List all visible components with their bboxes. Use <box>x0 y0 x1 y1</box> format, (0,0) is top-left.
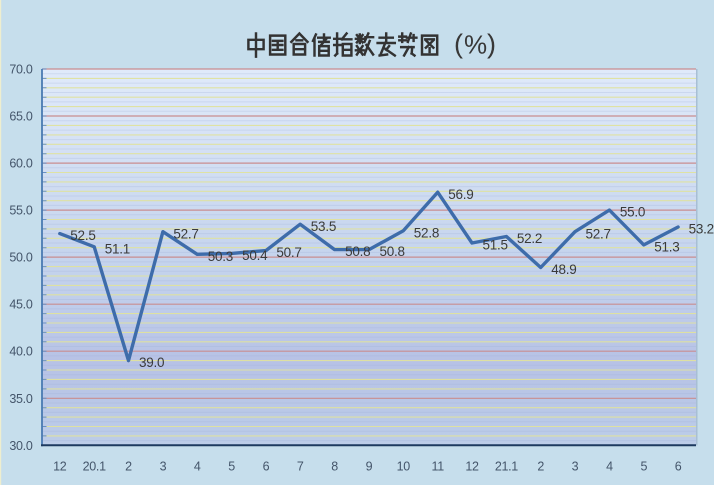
svg-text:7: 7 <box>297 460 304 474</box>
svg-text:3: 3 <box>572 460 579 474</box>
svg-text:35.0: 35.0 <box>9 392 32 406</box>
svg-text:53.5: 53.5 <box>311 219 336 234</box>
svg-text:2: 2 <box>125 460 132 474</box>
svg-text:30.0: 30.0 <box>9 439 32 453</box>
svg-text:51.5: 51.5 <box>483 238 508 253</box>
svg-text:5: 5 <box>228 460 235 474</box>
svg-text:52.7: 52.7 <box>586 226 611 241</box>
svg-text:50.7: 50.7 <box>276 245 301 260</box>
svg-text:%: % <box>464 30 487 60</box>
svg-text:6: 6 <box>263 460 270 474</box>
svg-text:3: 3 <box>160 460 167 474</box>
svg-text:45.0: 45.0 <box>9 298 32 312</box>
svg-text:50.8: 50.8 <box>380 244 405 259</box>
svg-text:2: 2 <box>537 460 544 474</box>
svg-text:55.0: 55.0 <box>9 204 32 218</box>
svg-text:65.0: 65.0 <box>9 110 32 124</box>
svg-text:48.9: 48.9 <box>551 262 576 277</box>
svg-text:20.1: 20.1 <box>83 460 106 474</box>
svg-text:52.7: 52.7 <box>173 226 198 241</box>
svg-text:21.1: 21.1 <box>495 460 518 474</box>
svg-text:8: 8 <box>331 460 338 474</box>
svg-text:51.3: 51.3 <box>654 239 679 254</box>
svg-text:(: ( <box>454 29 463 59</box>
svg-text:9: 9 <box>366 460 373 474</box>
svg-text:53.2: 53.2 <box>689 222 714 237</box>
svg-text:52.5: 52.5 <box>70 228 95 243</box>
svg-text:55.0: 55.0 <box>620 205 645 220</box>
svg-text:50.4: 50.4 <box>242 248 268 263</box>
svg-text:12: 12 <box>53 460 67 474</box>
svg-text:5: 5 <box>640 460 647 474</box>
svg-text:50.8: 50.8 <box>345 244 370 259</box>
svg-text:51.1: 51.1 <box>105 241 130 256</box>
svg-text:60.0: 60.0 <box>9 157 32 171</box>
svg-text:40.0: 40.0 <box>9 345 32 359</box>
svg-text:52.8: 52.8 <box>414 225 439 240</box>
svg-text:70.0: 70.0 <box>9 63 32 77</box>
svg-text:52.2: 52.2 <box>517 231 542 246</box>
svg-text:4: 4 <box>606 460 613 474</box>
svg-text:11: 11 <box>432 460 445 474</box>
svg-text:50.3: 50.3 <box>208 249 233 264</box>
svg-text:39.0: 39.0 <box>139 355 164 370</box>
svg-text:56.9: 56.9 <box>448 187 473 202</box>
svg-text:10: 10 <box>397 460 411 474</box>
svg-text:6: 6 <box>675 460 682 474</box>
svg-text:50.0: 50.0 <box>9 251 32 265</box>
svg-text:4: 4 <box>194 460 201 474</box>
svg-text:): ) <box>487 29 496 59</box>
svg-text:12: 12 <box>465 460 479 474</box>
